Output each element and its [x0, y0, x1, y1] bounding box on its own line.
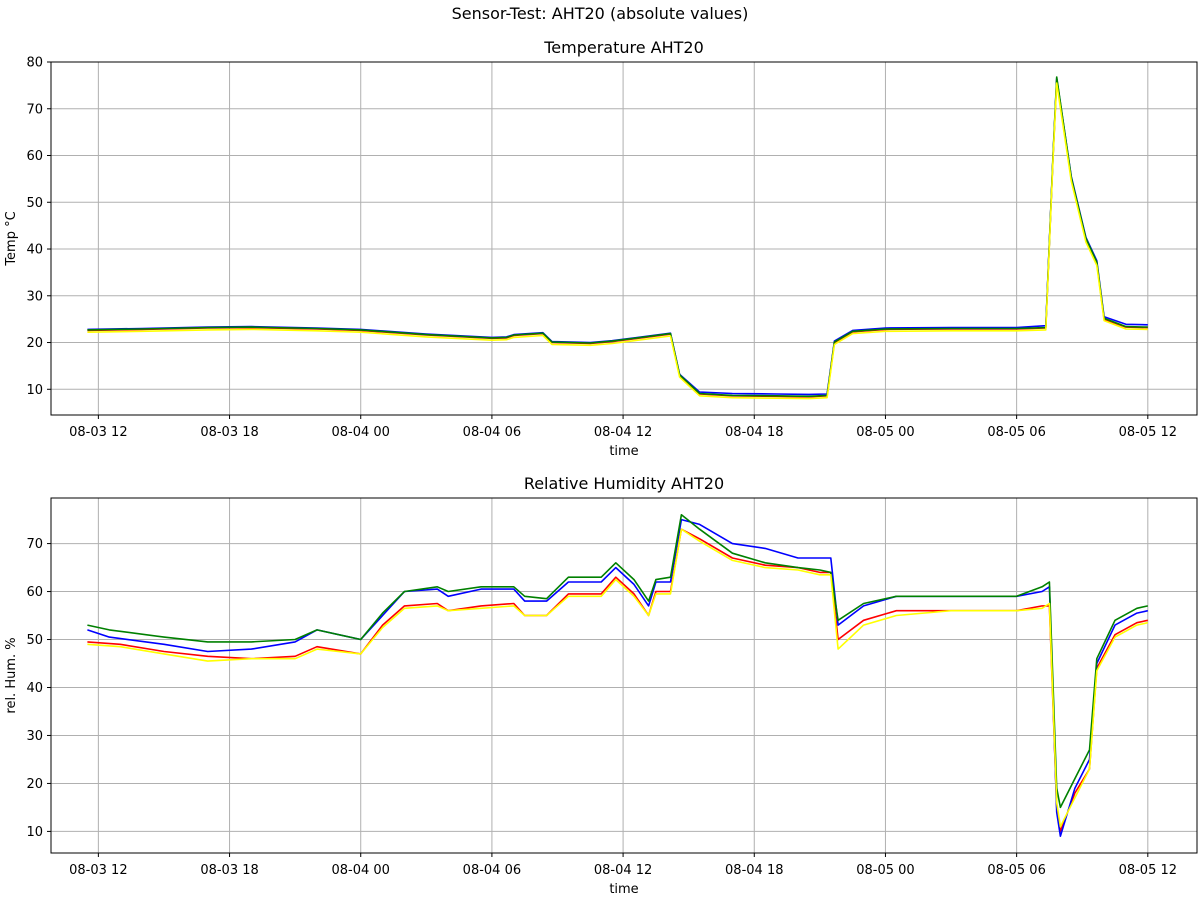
temperature-x-tick-label: 08-05 12	[1119, 425, 1177, 440]
temperature-y-tick-label: 30	[26, 289, 43, 304]
humidity-x-tick-label: 08-04 12	[594, 863, 652, 878]
humidity-y-tick-label: 20	[26, 777, 43, 792]
temperature-y-tick-label: 50	[26, 196, 43, 211]
humidity-series-group	[87, 513, 1148, 838]
temperature-series-line-2	[87, 76, 1148, 398]
humidity-x-tick-label: 08-04 18	[725, 863, 783, 878]
humidity-y-tick-label: 60	[26, 585, 43, 600]
humidity-y-tick-label: 10	[26, 825, 43, 840]
humidity-x-tick-label: 08-05 12	[1119, 863, 1177, 878]
temperature-x-tick-label: 08-05 00	[856, 425, 914, 440]
humidity-y-axis-label: rel. Hum. %	[4, 637, 19, 713]
temperature-y-tick-label: 60	[26, 149, 43, 164]
temperature-y-tick-label: 20	[26, 336, 43, 351]
temperature-y-tick-label: 80	[26, 56, 43, 71]
humidity-series-line-3	[87, 528, 1148, 828]
humidity-x-tick-label: 08-03 18	[200, 863, 258, 878]
humidity-chart-title: Relative Humidity AHT20	[524, 474, 724, 493]
humidity-grid	[51, 498, 1197, 853]
humidity-x-tick-label: 08-05 06	[987, 863, 1045, 878]
temperature-x-tick-label: 08-03 18	[200, 425, 258, 440]
temperature-x-tick-label: 08-04 12	[594, 425, 652, 440]
temperature-panel: 08-03 12 08-03 18 08-04 00 08-04 06 08-04 12…	[4, 38, 1198, 459]
temperature-x-tick-label: 08-03 12	[69, 425, 127, 440]
temperature-series-line-3	[87, 82, 1148, 400]
temperature-x-tick-label: 08-04 18	[725, 425, 783, 440]
temperature-y-tick-label: 40	[26, 243, 43, 258]
temperature-x-tick-label: 08-04 00	[332, 425, 390, 440]
temperature-y-tick-label: 70	[26, 102, 43, 117]
humidity-x-axis-label: time	[609, 882, 638, 897]
humidity-axes-frame	[50, 497, 1198, 854]
humidity-panel: 08-03 12 08-03 18 08-04 00 08-04 06 08-04 12…	[4, 474, 1198, 897]
figure-suptitle: Sensor-Test: AHT20 (absolute values)	[452, 4, 749, 23]
humidity-y-tick-label: 30	[26, 729, 43, 744]
temperature-x-axis-label: time	[609, 444, 638, 459]
humidity-x-tick-label: 08-04 06	[463, 863, 521, 878]
temperature-y-tick-label: 10	[26, 383, 43, 398]
temperature-series-group	[87, 76, 1148, 400]
humidity-x-tick-label: 08-04 00	[332, 863, 390, 878]
humidity-x-tick-label: 08-03 12	[69, 863, 127, 878]
humidity-y-tick-label: 40	[26, 681, 43, 696]
humidity-x-tick-label: 08-05 00	[856, 863, 914, 878]
temperature-y-axis-label: Temp °C	[4, 211, 19, 266]
temperature-x-tick-label: 08-04 06	[463, 425, 521, 440]
temperature-x-tick-label: 08-05 06	[987, 425, 1045, 440]
humidity-y-tick-label: 70	[26, 537, 43, 552]
temperature-axes-frame	[50, 61, 1198, 416]
humidity-y-tick-label: 50	[26, 633, 43, 648]
temperature-chart-title: Temperature AHT20	[543, 38, 704, 57]
